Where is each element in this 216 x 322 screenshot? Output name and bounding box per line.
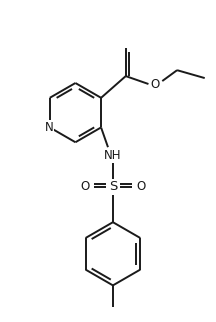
Text: O: O bbox=[151, 78, 160, 90]
Text: N: N bbox=[44, 121, 53, 134]
Text: NH: NH bbox=[104, 148, 122, 162]
Text: O: O bbox=[81, 180, 90, 193]
Text: S: S bbox=[109, 180, 117, 193]
Text: O: O bbox=[136, 180, 145, 193]
